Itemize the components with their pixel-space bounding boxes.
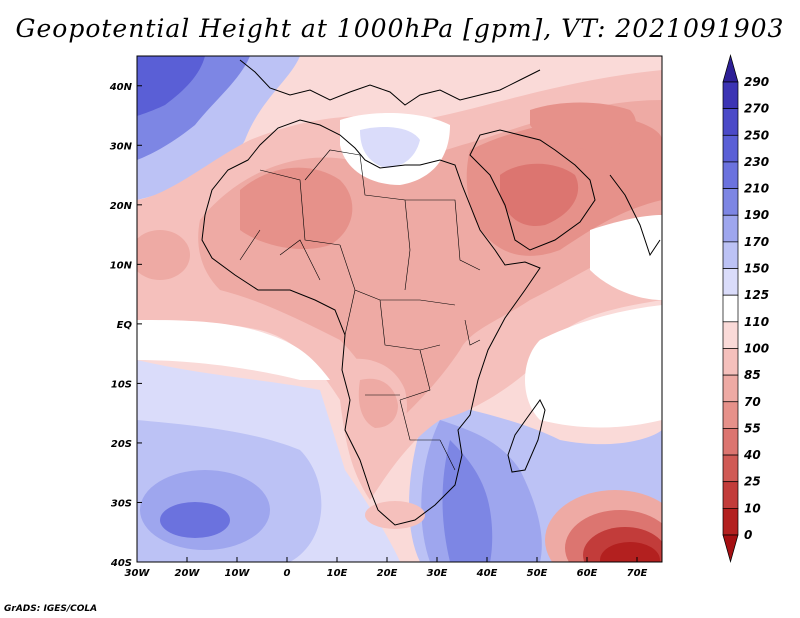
- lon-tick-label: 30E: [427, 568, 448, 579]
- colorbar-swatch: [722, 161, 739, 189]
- lat-tick-label: 30S: [111, 498, 132, 509]
- lon-tick-label: 10E: [327, 568, 348, 579]
- colorbar-label: 250: [744, 128, 769, 142]
- lon-tick-label: 70E: [627, 568, 648, 579]
- coastline-india: [609, 174, 661, 257]
- colorbar-swatch: [722, 214, 739, 243]
- lat-tick-label: EQ: [117, 320, 133, 331]
- colorbar-swatch: [722, 508, 739, 536]
- field-south-indian-core: [442, 440, 493, 562]
- height-field: [137, 56, 662, 562]
- colorbar-label: 40: [743, 448, 761, 462]
- colorbar-label: 55: [744, 421, 761, 435]
- coastline-europe: [239, 59, 541, 106]
- coastline-madagascar: [507, 399, 546, 473]
- colorbar-swatch: [722, 268, 739, 296]
- field-atlantic-pink: [137, 230, 190, 280]
- colorbar: 2902702502302101901701501251101008570554…: [722, 54, 769, 563]
- field-north-atlantic-core: [137, 56, 205, 116]
- colorbar-swatch: [722, 294, 739, 323]
- colorbar-label: 10: [744, 501, 761, 515]
- lat-tick-label: 20S: [111, 439, 132, 450]
- latitude-axis: 40N 30N 20N 10N EQ 10S 20S 30S 40S: [109, 82, 142, 569]
- colorbar-swatch: [722, 188, 739, 216]
- field-iran-deep: [530, 102, 636, 150]
- colorbar-label: 190: [744, 208, 769, 222]
- colorbar-swatch: [722, 348, 739, 376]
- colorbar-swatch: [722, 134, 739, 163]
- colorbar-swatch: [722, 401, 739, 429]
- field-southwest-low-core: [160, 502, 230, 538]
- colorbar-swatch: [722, 481, 739, 509]
- lat-tick-label: 10N: [110, 260, 133, 271]
- colorbar-swatch: [722, 428, 739, 456]
- lon-tick-label: 20E: [377, 568, 398, 579]
- colorbar-swatch: [722, 534, 739, 563]
- colorbar-swatch: [722, 81, 739, 109]
- lon-tick-label: 30W: [125, 568, 151, 579]
- field-mediterranean-blue: [360, 127, 420, 168]
- lon-tick-label: 20W: [175, 568, 201, 579]
- field-arabia-red: [500, 163, 579, 226]
- lon-tick-label: 40E: [476, 568, 498, 579]
- lon-tick-label: 50E: [527, 568, 548, 579]
- colorbar-swatch: [722, 374, 739, 403]
- colorbar-swatch: [722, 241, 739, 269]
- colorbar-label: 290: [744, 75, 769, 89]
- colorbar-swatch: [722, 454, 739, 483]
- colorbar-label: 270: [744, 102, 769, 116]
- field-equatorial-white: [137, 320, 330, 380]
- longitude-axis: 30W 20W 10W 0 10E 20E 30E 40E 50E 60E 70E: [125, 557, 648, 579]
- colorbar-label: 0: [744, 528, 752, 542]
- lon-tick-label: 0: [284, 568, 291, 579]
- field-africa-pink-deep: [240, 167, 353, 250]
- country-borders: [239, 149, 481, 471]
- colorbar-label: 230: [744, 155, 769, 169]
- coastline-arabia: [469, 129, 596, 251]
- lat-tick-label: 40N: [109, 82, 133, 93]
- credit-label: GrADS: IGES/COLA: [4, 604, 98, 614]
- field-south-africa-pink-mid: [358, 378, 398, 428]
- field-indian-white: [525, 305, 662, 428]
- colorbar-swatch: [722, 108, 739, 136]
- field-cape-pink: [365, 501, 425, 529]
- plot-frame: [136, 55, 663, 563]
- lat-tick-label: 40S: [110, 558, 132, 569]
- colorbar-label: 170: [744, 235, 769, 249]
- field-southeast-high-core: [600, 542, 660, 562]
- lat-tick-label: 20N: [110, 201, 133, 212]
- colorbar-label: 110: [744, 315, 769, 329]
- colorbar-label: 150: [744, 262, 769, 276]
- colorbar-swatch: [722, 321, 739, 349]
- lat-tick-label: 10S: [111, 379, 132, 390]
- colorbar-label: 25: [744, 475, 761, 489]
- coastline-africa: [201, 119, 541, 526]
- colorbar-label: 210: [744, 182, 769, 196]
- chart-title: Geopotential Height at 1000hPa [gpm], VT…: [15, 14, 785, 43]
- lon-tick-label: 60E: [577, 568, 598, 579]
- lon-tick-label: 10W: [225, 568, 251, 579]
- colorbar-label: 70: [744, 395, 761, 409]
- colorbar-label: 100: [744, 341, 769, 355]
- colorbar-swatch: [722, 54, 739, 83]
- colorbar-label: 85: [744, 368, 761, 382]
- colorbar-label: 125: [744, 288, 769, 302]
- lat-tick-label: 30N: [110, 141, 133, 152]
